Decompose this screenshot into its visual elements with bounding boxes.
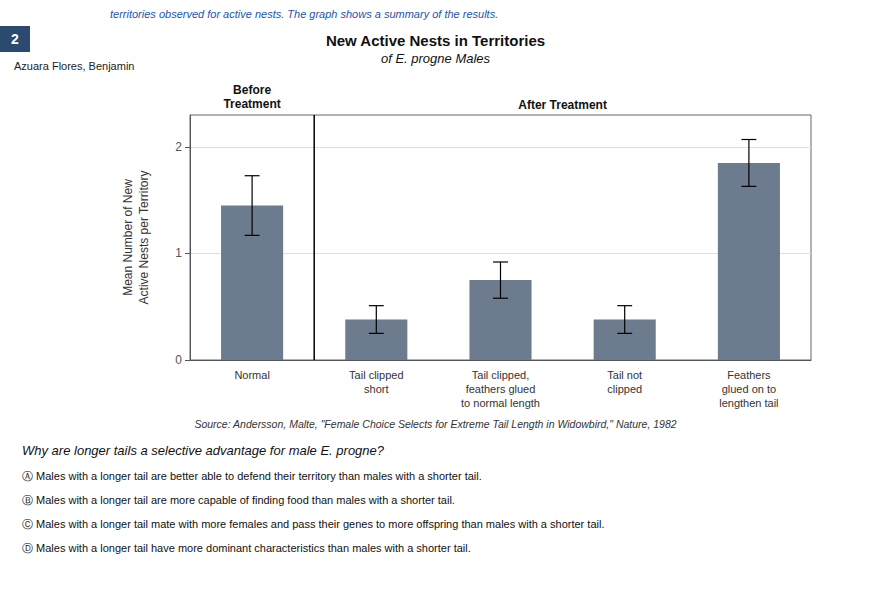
svg-text:Ⓑ Males with a longer tail are: Ⓑ Males with a longer tail are more capa… <box>22 494 455 506</box>
svg-text:Mean Number of New: Mean Number of New <box>121 179 135 296</box>
svg-text:Before: Before <box>233 83 271 97</box>
svg-text:2: 2 <box>11 31 19 47</box>
svg-text:Ⓓ Males with a longer tail hav: Ⓓ Males with a longer tail have more dom… <box>22 542 471 554</box>
svg-text:Azuara Flores, Benjamin: Azuara Flores, Benjamin <box>14 60 134 72</box>
svg-text:Ⓐ Males with a longer tail are: Ⓐ Males with a longer tail are better ab… <box>22 470 482 482</box>
svg-text:glued on to: glued on to <box>722 383 776 395</box>
svg-text:1: 1 <box>175 246 182 260</box>
svg-text:Feathers: Feathers <box>727 369 771 381</box>
svg-text:territories observed for activ: territories observed for active nests. T… <box>110 8 498 20</box>
svg-text:2: 2 <box>175 140 182 154</box>
svg-text:Active Nests per Territory: Active Nests per Territory <box>137 171 151 305</box>
svg-text:Tail clipped: Tail clipped <box>349 369 403 381</box>
svg-text:lengthen tail: lengthen tail <box>719 397 778 409</box>
svg-text:to normal length: to normal length <box>461 397 540 409</box>
svg-text:feathers glued: feathers glued <box>466 383 536 395</box>
svg-text:Tail not: Tail not <box>607 369 642 381</box>
svg-text:After Treatment: After Treatment <box>518 98 607 112</box>
svg-text:short: short <box>364 383 388 395</box>
svg-text:Tail clipped,: Tail clipped, <box>472 369 529 381</box>
svg-text:New Active Nests in Territorie: New Active Nests in Territories <box>326 32 545 49</box>
svg-text:Ⓒ Males with a longer tail mat: Ⓒ Males with a longer tail mate with mor… <box>22 518 604 530</box>
svg-text:Why are longer tails a selecti: Why are longer tails a selective advanta… <box>22 443 385 458</box>
svg-text:Source: Andersson, Malte, "Fem: Source: Andersson, Malte, "Female Choice… <box>194 418 676 430</box>
svg-text:Treatment: Treatment <box>223 97 280 111</box>
svg-text:0: 0 <box>175 353 182 367</box>
svg-text:Normal: Normal <box>234 369 269 381</box>
svg-text:clipped: clipped <box>607 383 642 395</box>
svg-text:of E. progne Males: of E. progne Males <box>381 51 491 66</box>
